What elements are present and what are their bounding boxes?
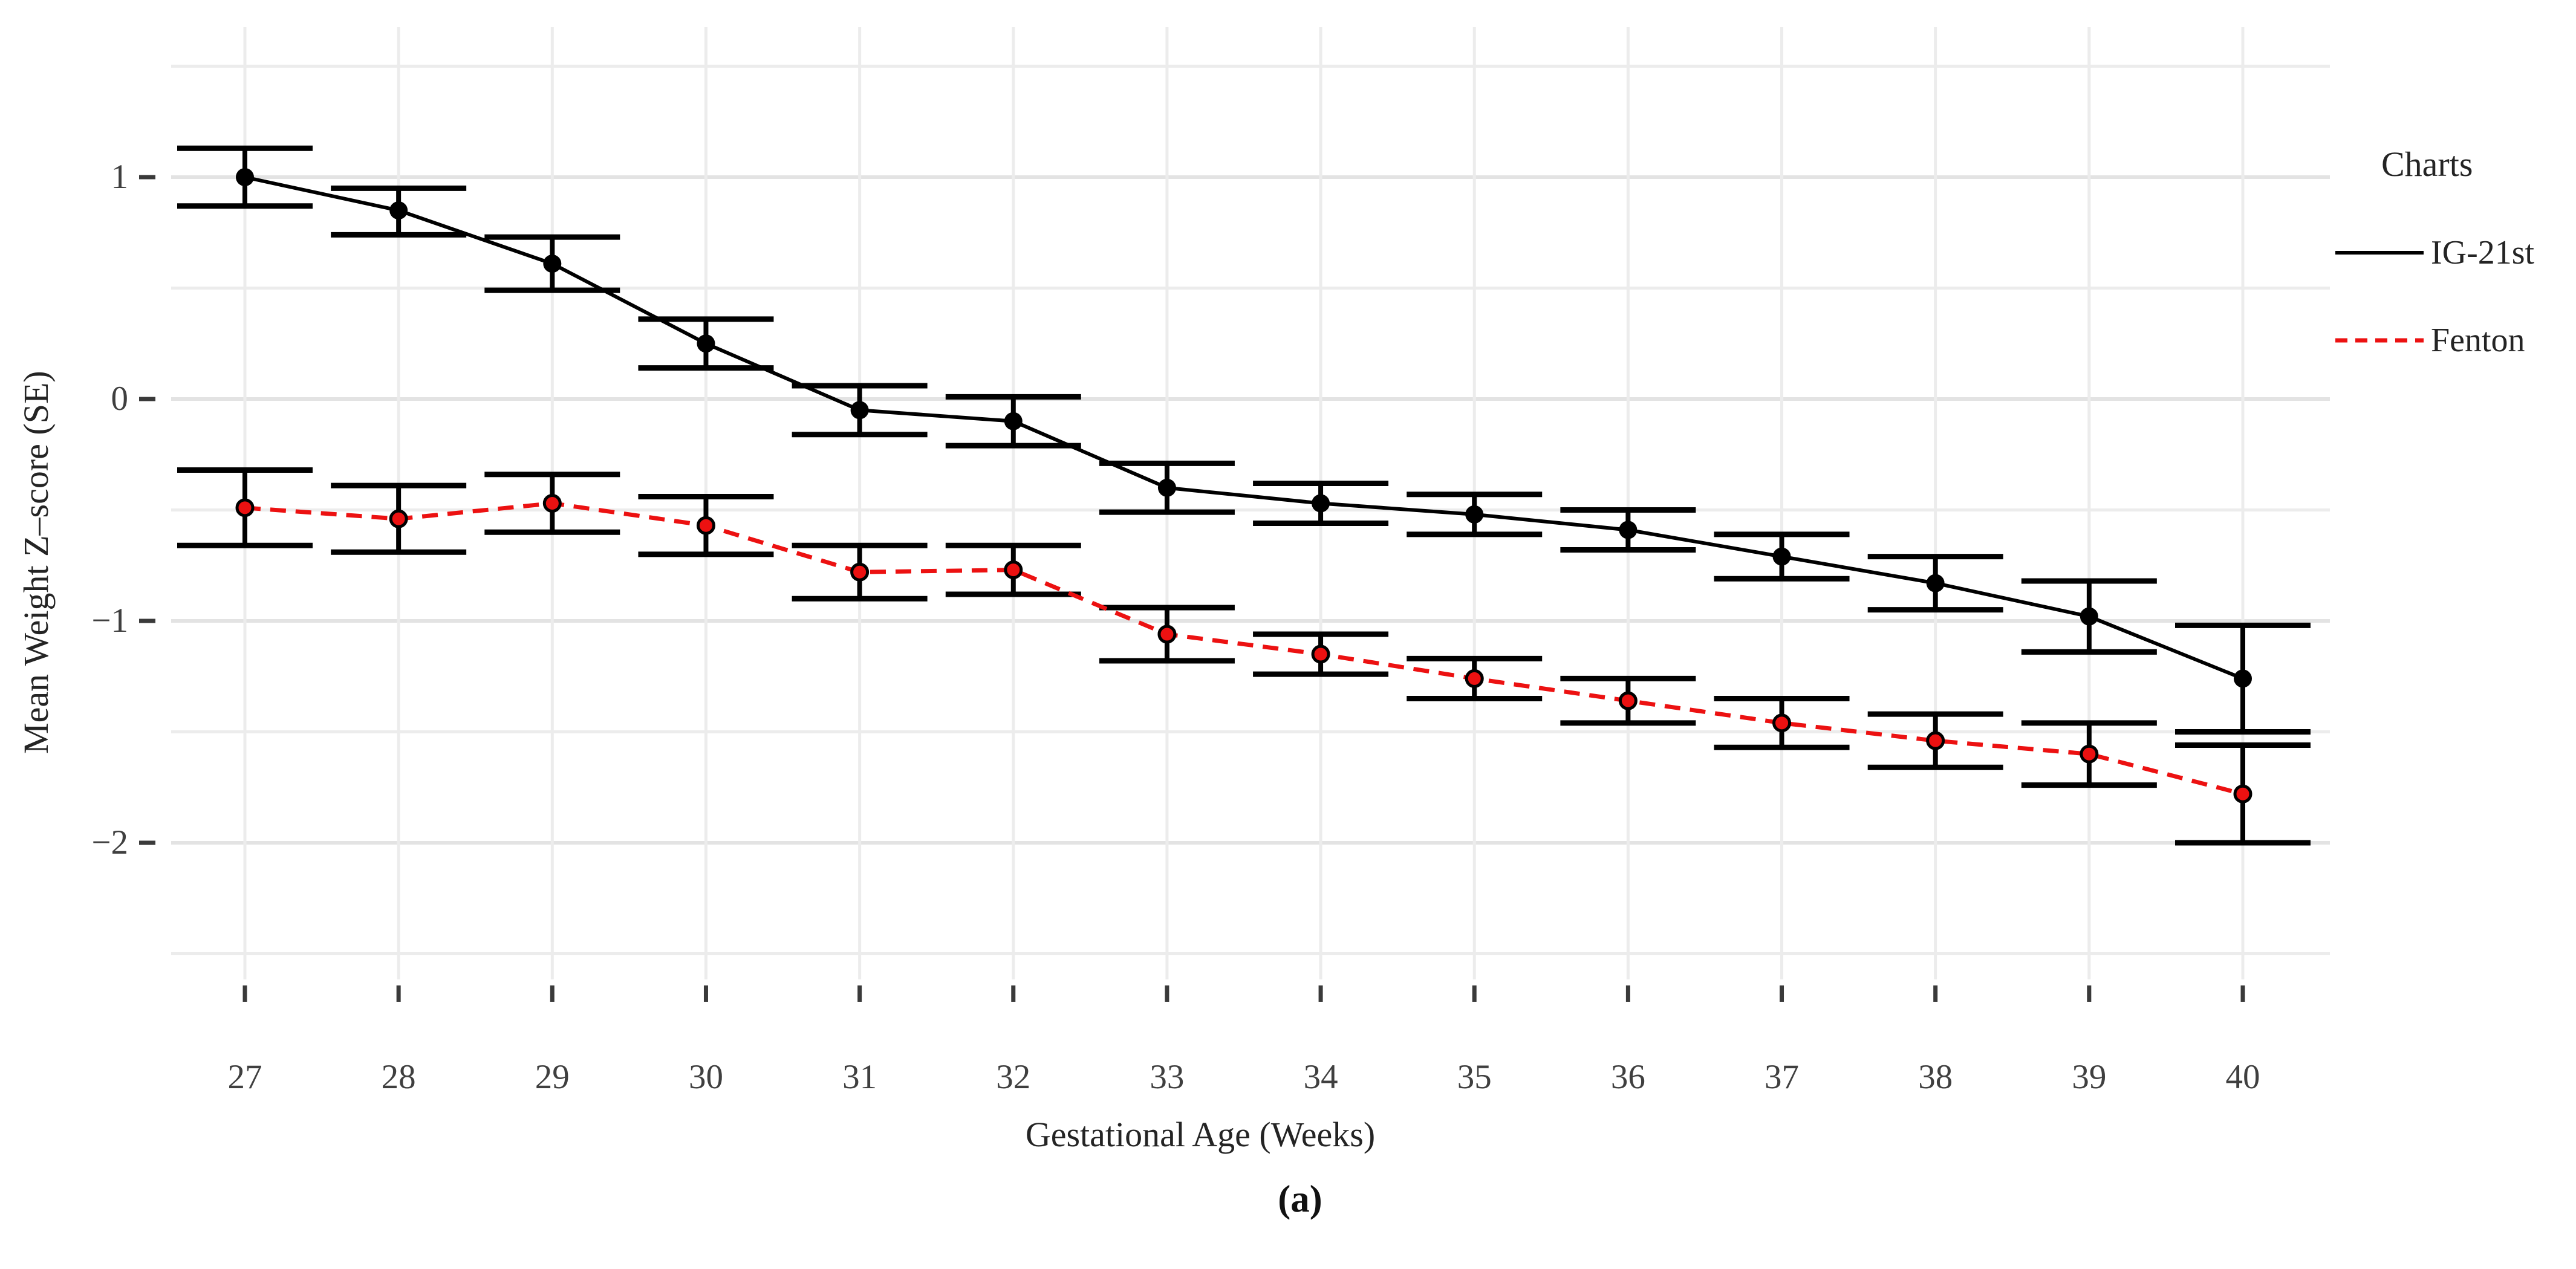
x-tick-label: 37 (1764, 1058, 1800, 1096)
data-point-fenton (850, 562, 870, 582)
data-point-ig-21st (543, 255, 562, 273)
x-tick-label: 27 (227, 1058, 262, 1096)
data-point-ig-21st (2080, 607, 2098, 626)
data-point-ig-21st (236, 168, 254, 186)
data-point-ig-21st (1926, 574, 1945, 592)
data-point-fenton (2080, 744, 2099, 764)
data-point-fenton (235, 498, 255, 518)
data-point-fenton (1618, 691, 1638, 710)
data-point-fenton (1311, 644, 1330, 664)
data-point-fenton (1772, 713, 1792, 733)
figure-caption: (a) (1278, 1178, 1322, 1220)
data-point-fenton (1926, 731, 1945, 750)
data-point-fenton (696, 516, 715, 535)
series-line-ig-21st (244, 175, 2244, 681)
data-point-ig-21st (1465, 505, 1484, 524)
x-tick-label: 38 (1918, 1058, 1953, 1096)
x-tick-label: 33 (1150, 1058, 1185, 1096)
legend-label-fenton: Fenton (2431, 322, 2525, 359)
legend-item-ig21st: IG-21st (2334, 232, 2534, 274)
y-tick-label: 1 (111, 158, 129, 196)
legend-label-ig21st: IG-21st (2431, 234, 2535, 271)
data-point-ig-21st (697, 334, 715, 353)
x-tick-label: 35 (1457, 1058, 1492, 1096)
data-point-ig-21st (1004, 412, 1023, 430)
x-tick-label: 34 (1303, 1058, 1338, 1096)
series-line-fenton (244, 501, 2243, 796)
dashed-line-swatch-icon (2335, 338, 2424, 343)
y-tick-label: −2 (91, 823, 128, 862)
x-tick-label: 31 (842, 1058, 877, 1096)
data-point-fenton (1465, 669, 1484, 688)
data-point-ig-21st (1619, 521, 1638, 539)
data-point-fenton (1004, 560, 1023, 580)
x-tick-label: 36 (1610, 1058, 1645, 1096)
y-tick-label: 0 (111, 380, 129, 418)
x-tick-label: 28 (381, 1058, 416, 1096)
data-point-fenton (389, 509, 408, 528)
data-point-fenton (1157, 625, 1177, 644)
legend-item-fenton: Fenton (2334, 319, 2525, 362)
data-point-fenton (2233, 784, 2252, 803)
x-axis-title: Gestational Age (Weeks) (1025, 1115, 1376, 1154)
data-point-ig-21st (1157, 478, 1176, 497)
x-tick-label: 29 (535, 1058, 570, 1096)
x-tick-label: 30 (688, 1058, 723, 1096)
data-point-ig-21st (2234, 669, 2252, 688)
solid-line-swatch-icon (2335, 251, 2424, 255)
data-point-ig-21st (1312, 494, 1330, 513)
x-tick-label: 32 (996, 1058, 1031, 1096)
data-point-fenton (542, 493, 562, 513)
data-point-ig-21st (389, 201, 408, 220)
y-axis-title: Mean Weight Z–score (SE) (16, 371, 56, 754)
x-tick-label: 40 (2225, 1058, 2260, 1096)
data-point-ig-21st (1772, 547, 1791, 566)
x-tick-label: 39 (2072, 1058, 2107, 1096)
y-tick-label: −1 (91, 602, 128, 640)
legend-title: Charts (2381, 144, 2473, 184)
data-point-ig-21st (850, 401, 869, 420)
